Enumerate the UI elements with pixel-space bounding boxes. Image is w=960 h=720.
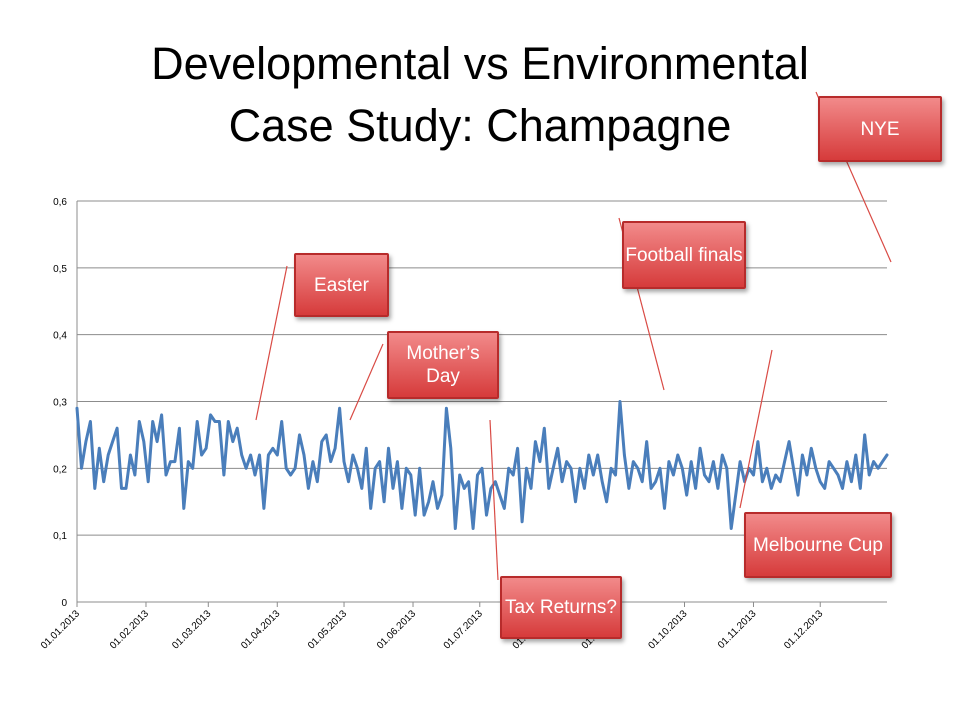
melbourne-cup-pointer xyxy=(739,349,773,509)
y-tick-label: 0,4 xyxy=(53,331,67,342)
x-tick-label: 01.11.2013 xyxy=(716,608,759,651)
annotation-mothers-day: Mother’s Day xyxy=(387,331,499,399)
annotation-easter-text: Easter xyxy=(314,274,369,296)
slide-title-line1: Developmental vs Environmental xyxy=(151,38,809,89)
x-tick-label: 01.04.2013 xyxy=(239,608,282,651)
annotation-melbourne-cup: Melbourne Cup xyxy=(744,512,892,578)
x-tick-label: 01.10.2013 xyxy=(646,608,689,651)
annotation-melbourne-cup-text: Melbourne Cup xyxy=(753,534,883,556)
mothers-day-pointer xyxy=(349,343,384,421)
x-tick-label: 01.02.2013 xyxy=(108,608,151,651)
tax-returns-pointer xyxy=(489,419,499,581)
annotation-easter: Easter xyxy=(294,253,389,317)
annotation-nye: NYE xyxy=(818,96,942,162)
annotation-tax-returns: Tax Returns? xyxy=(500,576,622,639)
y-tick-label: 0,6 xyxy=(53,197,67,208)
y-tick-label: 0 xyxy=(61,598,67,609)
y-tick-label: 0,3 xyxy=(53,398,67,409)
annotation-mothers-day-text: Mother’s Day xyxy=(406,343,480,387)
x-tick-label: 01.06.2013 xyxy=(375,608,418,651)
slide-title-line2: Case Study: Champagne xyxy=(228,100,732,151)
y-tick-label: 0,5 xyxy=(53,264,67,275)
y-tick-label: 0,1 xyxy=(53,531,67,542)
easter-pointer xyxy=(255,265,288,421)
x-tick-label: 01.05.2013 xyxy=(306,608,349,651)
x-tick-label: 01.07.2013 xyxy=(442,608,485,651)
x-tick-label: 01.01.2013 xyxy=(39,608,82,651)
x-tick-label: 01.12.2013 xyxy=(782,608,825,651)
annotation-tax-returns-text: Tax Returns? xyxy=(505,597,617,618)
annotation-football-finals-text: Football finals xyxy=(625,244,743,266)
y-tick-label: 0,2 xyxy=(53,464,67,475)
x-tick-label: 01.03.2013 xyxy=(170,608,213,651)
annotation-nye-text: NYE xyxy=(860,118,900,140)
series-line xyxy=(75,400,889,530)
annotation-football-finals: Football finals xyxy=(622,221,746,289)
